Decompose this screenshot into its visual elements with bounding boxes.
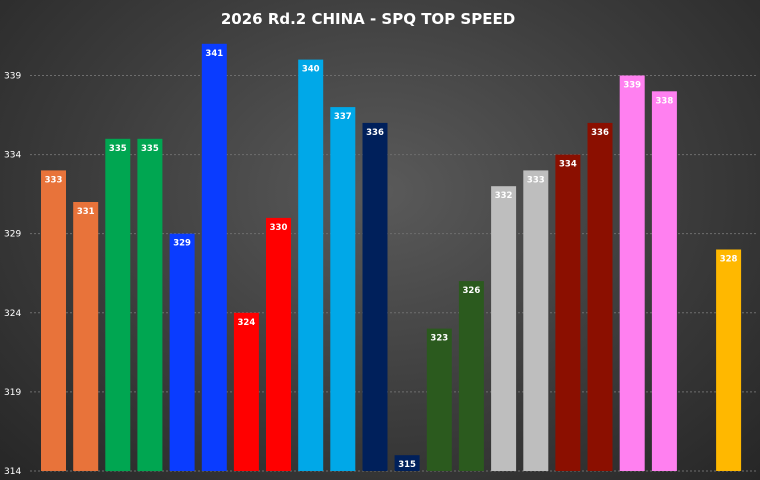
data-labels: 333 331 335 335 329 341 324 330 340 337 336 315 323 3… xyxy=(45,49,738,470)
bar xyxy=(137,138,163,472)
y-tick-label: 329 xyxy=(4,230,21,240)
bar xyxy=(201,43,227,472)
bar-value-label: 338 xyxy=(656,96,674,106)
bar-value-label: 331 xyxy=(77,207,95,217)
bar xyxy=(73,202,99,471)
bar xyxy=(169,233,195,471)
bar-value-label: 324 xyxy=(238,318,256,328)
bar xyxy=(523,170,549,471)
bar-value-label: 333 xyxy=(45,175,63,185)
bar-value-label: 335 xyxy=(141,144,159,154)
bar xyxy=(716,249,742,471)
y-tick-label: 314 xyxy=(4,467,21,477)
bar xyxy=(426,328,452,471)
bar xyxy=(587,122,613,472)
bar xyxy=(362,122,388,472)
bar-value-label: 330 xyxy=(270,223,288,233)
y-tick-label: 339 xyxy=(4,71,21,81)
bar-value-label: 328 xyxy=(720,255,738,265)
bar xyxy=(298,59,324,471)
bar-value-label: 339 xyxy=(623,81,641,91)
bar-value-label: 335 xyxy=(109,144,127,154)
bar xyxy=(555,154,581,471)
bar-value-label: 336 xyxy=(591,128,609,138)
y-tick-label: 334 xyxy=(4,151,21,161)
bar xyxy=(651,91,677,472)
bar-value-label: 329 xyxy=(173,239,191,249)
bar-value-label: 323 xyxy=(430,334,448,344)
bar-value-label: 341 xyxy=(205,49,223,59)
y-axis-ticks: 314 319 324 329 334 339 xyxy=(4,71,21,477)
bar-value-label: 336 xyxy=(366,128,384,138)
bar xyxy=(394,455,420,471)
bar xyxy=(330,107,356,471)
bars xyxy=(41,43,742,472)
bar xyxy=(233,312,259,471)
bar-value-label: 326 xyxy=(463,286,481,296)
bar-value-label: 337 xyxy=(334,112,352,122)
bar-value-label: 340 xyxy=(302,65,320,75)
bar xyxy=(619,75,645,471)
bar-value-label: 333 xyxy=(527,175,545,185)
bar xyxy=(266,217,291,471)
y-tick-label: 319 xyxy=(4,388,21,398)
bar xyxy=(491,186,517,471)
bar xyxy=(41,170,66,471)
bar xyxy=(458,281,484,471)
bar-value-label: 315 xyxy=(398,460,416,470)
chart-title: 2026 Rd.2 CHINA - SPQ TOP SPEED xyxy=(221,10,515,28)
y-tick-label: 324 xyxy=(4,309,21,319)
bar xyxy=(105,138,131,472)
bar-value-label: 334 xyxy=(559,160,577,170)
bar-value-label: 332 xyxy=(495,191,513,201)
